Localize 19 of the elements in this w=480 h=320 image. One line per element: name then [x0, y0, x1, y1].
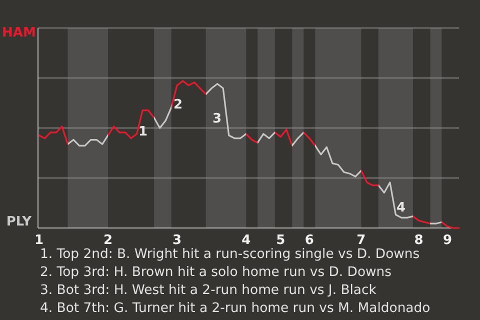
annotation: 1 [138, 124, 148, 140]
text: 2. Top 3rd: H. Brown hit a solo home run vs D. Downs [40, 265, 392, 280]
x-tick-label: 7 [356, 233, 366, 248]
text: HAM [2, 26, 36, 41]
x-tick-label: 6 [304, 233, 314, 248]
x-tick-label: 2 [104, 233, 113, 248]
x-tick-label: 8 [414, 233, 424, 248]
text: 1. Top 2nd: B. Wright hit a run-scoring single vs D. Downs [40, 247, 420, 262]
x-tick-label: 5 [276, 233, 286, 248]
text: PLY [6, 214, 32, 230]
annotation: 4 [396, 200, 406, 216]
annotation: 3 [212, 112, 222, 127]
x-tick-label: 1 [34, 233, 44, 248]
x-tick-label: 9 [442, 233, 452, 248]
text: 3. Bot 3rd: H. West hit a 2-run home run vs J. Black [40, 283, 377, 298]
text: 4. Bot 7th: G. Turner hit a 2-run home run vs M. Maldonado [40, 301, 430, 316]
x-tick-label: 3 [172, 233, 182, 248]
x-tick-label: 4 [242, 233, 251, 248]
annotation: 2 [173, 98, 183, 113]
